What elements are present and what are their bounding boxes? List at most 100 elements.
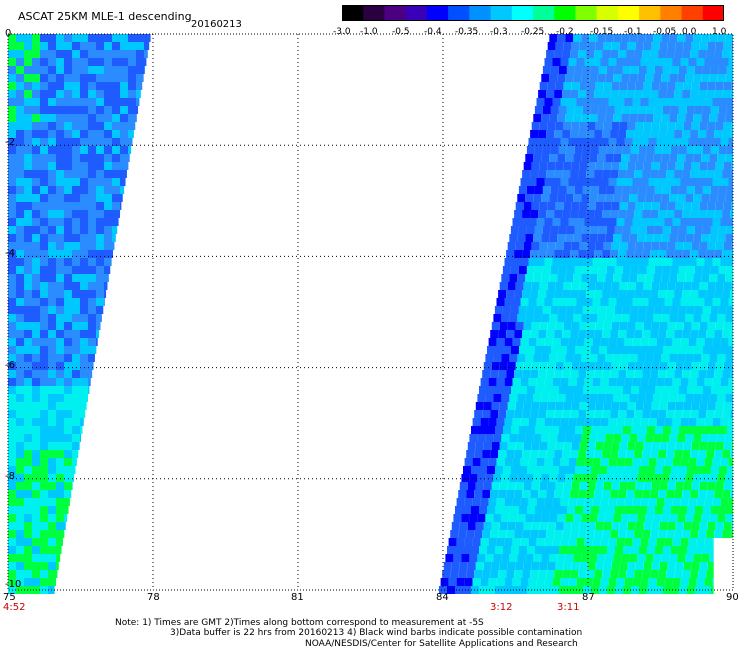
swath-cell [731,522,733,530]
swath-cell [717,354,726,362]
swath-cell [16,122,24,130]
swath-cell [622,266,631,274]
swath-cell [618,170,627,178]
swath-cell [96,170,104,178]
swath-cell [72,298,80,306]
swath-cell [112,242,115,250]
swath-cell [656,418,665,426]
swath-cell [72,338,80,346]
swath-cell [539,522,548,530]
swath-cell [658,450,667,458]
swath-cell [715,442,724,450]
swath-cell [32,234,40,242]
swath-cell [711,546,714,554]
swath-cell [488,498,497,506]
swath-cell [56,114,64,122]
swath-cell [613,114,622,122]
swath-cell [679,426,687,434]
swath-cell [8,386,16,394]
swath-cell [589,234,598,242]
swath-cell [523,562,532,570]
swath-cell [538,490,547,498]
swath-cell [56,122,64,130]
swath-cell [674,210,683,218]
swath-cell [525,274,534,282]
swath-cell [598,266,607,274]
swath-cell [96,258,104,266]
swath-cell [120,186,125,194]
swath-cell [16,178,24,186]
swath-cell [120,194,123,202]
swath-cell [509,314,518,322]
swath-cell [8,42,16,50]
swath-cell [88,330,96,338]
swath-cell [614,266,623,274]
swath-cell [40,458,48,466]
swath-cell [8,378,16,386]
swath-cell [544,138,553,146]
swath-cell [715,242,724,250]
swath-cell [8,98,16,106]
swath-cell [714,490,723,498]
swath-cell [702,186,711,194]
swath-cell [565,434,574,442]
swath-cell [650,170,659,178]
swath-cell [104,98,112,106]
swath-cell [533,354,542,362]
swath-cell [534,106,543,114]
swath-cell [96,146,104,154]
swath-cell [554,570,563,578]
swath-cell [72,170,80,178]
swath-cell [717,274,726,282]
swath-cell [565,474,574,482]
swath-cell [658,90,667,98]
swath-cell [587,442,596,450]
swath-cell [710,226,719,234]
swath-cell [8,330,16,338]
swath-cell [597,194,606,202]
swath-cell [32,442,40,450]
swath-cell [634,410,643,418]
swath-cell [480,578,489,586]
swath-cell [490,530,499,538]
swath-cell [619,202,628,210]
swath-cell [627,82,636,90]
swath-cell [677,514,686,522]
swath-cell [40,50,48,58]
swath-cell [144,66,146,74]
swath-cell [605,34,614,42]
swath-cell [629,394,638,402]
swath-cell [517,514,526,522]
swath-cell [613,154,622,162]
swath-cell [629,554,638,562]
swath-cell [16,298,24,306]
swath-cell [80,218,88,226]
swath-cell [624,378,633,386]
swath-cell [493,554,502,562]
swath-cell [477,514,486,522]
swath-cell [507,322,516,330]
swath-cell [104,186,112,194]
swath-cell [24,242,32,250]
swath-cell [8,242,16,250]
swath-cell [32,130,40,138]
swath-cell [522,450,531,458]
swath-cell [575,546,583,554]
swath-cell [104,82,112,90]
swath-cell [539,202,548,210]
swath-cell [72,154,80,162]
swath-cell [88,242,96,250]
swath-cell [594,410,603,418]
swath-cell [32,282,40,290]
swath-cell [639,506,647,514]
swath-cell [104,282,108,290]
swath-cell [677,234,686,242]
swath-cell [680,498,689,506]
swath-cell [474,530,483,538]
swath-cell [608,498,617,506]
swath-cell [707,122,716,130]
swath-cell [701,234,710,242]
colorbar-swatch [554,5,577,21]
swath-cell [80,186,88,194]
swath-cell [602,250,611,258]
